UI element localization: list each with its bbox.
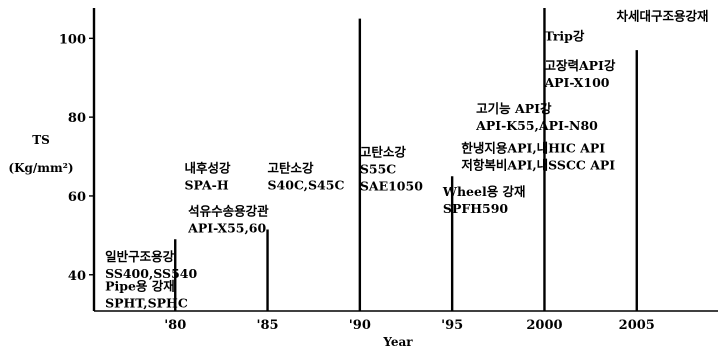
x-tick-label-1995: '95 [441,318,463,333]
y-axis-unit: (Kg/mm²) [8,161,73,175]
annotation-6: Wheel용 강재 SPFH590 [442,184,526,216]
annotation-1: Pipe용 강재 SPHT,SPHC [105,279,188,311]
annotation-9-line-1: API-X100 [543,75,609,90]
annotation-0-line-0: 일반구조용강 [105,249,175,264]
annotation-8: 고기능 API강 API-K55,API-N80 [475,101,598,133]
annotation-5: 고탄소강 S55C SAE1050 [360,145,423,194]
annotation-6-line-0: Wheel용 강재 [442,184,526,199]
annotation-7: 한냉지용API,내HIC API 저항복비API,내SSCC API [461,141,615,173]
annotation-1-line-1: SPHT,SPHC [105,296,188,311]
x-axis-label: Year [382,335,413,349]
annotation-3: 내후성강 SPA-H [184,160,231,192]
x-axis-ticks: '80 '85 '90 '95 2000 2005 [164,318,655,333]
x-tick-label-2005: 2005 [619,318,655,333]
x-tick-label-1980: '80 [164,318,186,333]
annotation-7-line-0: 한냉지용API,내HIC API [461,141,605,156]
annotation-0: 일반구조용강 SS400,SS540 [105,249,197,281]
y-tick-label-60: 60 [68,190,86,205]
y-axis-ticks: 40 60 80 100 [59,32,94,284]
y-tick-label-100: 100 [59,32,86,47]
annotation-3-line-0: 내후성강 [184,160,231,175]
annotation-11-line-0: 차세대구조용강재 [616,9,708,24]
x-tick-label-1990: '90 [349,318,371,333]
annotation-4-line-0: 고탄소강 [268,160,315,175]
era-markers [92,8,638,311]
annotation-2-line-1: API-X55,60 [187,221,266,236]
annotation-9-line-0: 고장력API강 [544,58,615,73]
annotation-10-line-0: Trip강 [544,28,584,43]
y-tick-label-40: 40 [68,269,86,284]
annotation-5-line-0: 고탄소강 [360,145,407,160]
annotation-4-line-1: S40C,S45C [268,177,345,192]
annotation-2: 석유수송용강관 API-X55,60 [187,204,269,236]
y-axis-label: TS [32,133,50,147]
annotation-11: 차세대구조용강재 [616,9,708,24]
annotation-8-line-0: 고기능 API강 [476,101,552,116]
annotation-10: Trip강 [544,28,584,43]
x-tick-label-1985: '85 [256,318,278,333]
annotation-4: 고탄소강 S40C,S45C [268,160,345,192]
annotation-0-line-1: SS400,SS540 [105,266,197,281]
annotation-9: 고장력API강 API-X100 [543,58,615,90]
y-tick-label-80: 80 [68,111,86,126]
annotation-7-line-1: 저항복비API,내SSCC API [461,158,615,173]
annotation-5-line-2: SAE1050 [360,179,423,194]
annotation-1-line-0: Pipe용 강재 [105,279,175,294]
annotation-3-line-1: SPA-H [184,177,228,192]
annotation-2-line-0: 석유수송용강관 [188,204,269,219]
annotation-6-line-1: SPFH590 [443,201,509,216]
annotation-8-line-1: API-K55,API-N80 [475,118,598,133]
annotation-5-line-1: S55C [360,162,396,177]
x-tick-label-2000: 2000 [526,318,562,333]
